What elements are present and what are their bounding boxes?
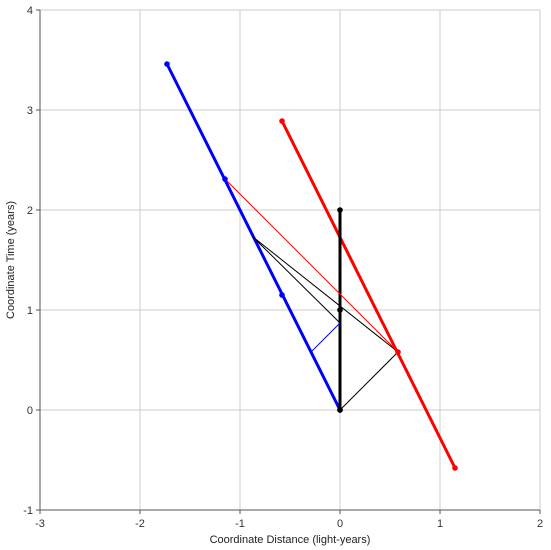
y-tick-label: 1: [27, 305, 33, 317]
x-axis-label: Coordinate Distance (light-years): [210, 534, 371, 546]
y-tick-label: 0: [27, 405, 33, 417]
y-tick-label: -1: [23, 505, 33, 517]
y-tick-label: 3: [27, 105, 33, 117]
x-tick-label: -2: [135, 518, 145, 530]
y-tick-label: 4: [27, 5, 33, 17]
marker-layer: [164, 61, 458, 471]
series-point-2: [452, 465, 458, 471]
x-tick-label: 2: [537, 518, 543, 530]
axes: -3 -2 -1 0 1 2 -1 0 1 2 3 4: [23, 5, 543, 530]
series-line-7: [224, 178, 399, 353]
series-point-3: [337, 207, 343, 213]
y-axis-label: Coordinate Time (years): [5, 201, 17, 319]
series-point-1: [279, 292, 285, 298]
series-line-5: [252, 236, 341, 324]
series-line-6: [310, 322, 341, 353]
x-tick-label: 1: [437, 518, 443, 530]
y-tick-label: 2: [27, 205, 33, 217]
plot-area: [40, 10, 540, 510]
x-tick-label: -1: [235, 518, 245, 530]
x-tick-label: -3: [35, 518, 45, 530]
series-point-2: [279, 118, 285, 124]
series-point-3: [337, 407, 343, 413]
series-point-1: [222, 176, 228, 182]
series-point-2: [395, 349, 401, 355]
series-point-1: [164, 61, 170, 67]
series-line-2: [280, 119, 457, 470]
x-tick-label: 0: [337, 518, 343, 530]
series-point-3: [337, 307, 343, 313]
